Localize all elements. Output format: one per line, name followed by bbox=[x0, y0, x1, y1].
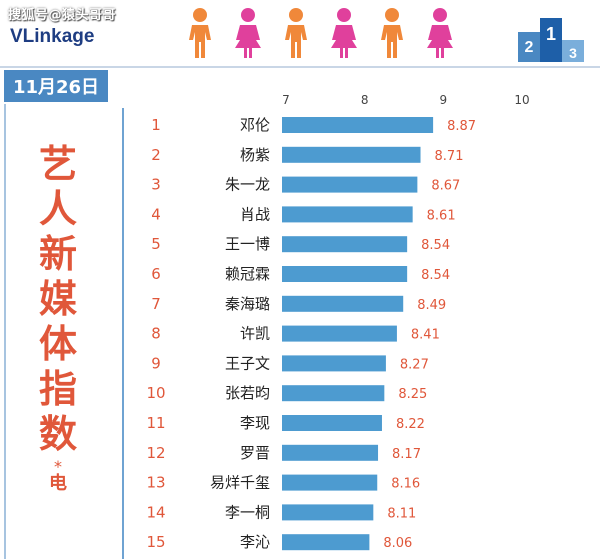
rank-number: 9 bbox=[151, 354, 161, 372]
artist-name-label: 李沁 bbox=[240, 533, 270, 551]
x-tick-label: 9 bbox=[440, 93, 448, 107]
vertical-title: 艺 人 新 媒 体 指 数 * 电 bbox=[18, 142, 98, 495]
artist-name-label: 朱一龙 bbox=[225, 176, 270, 194]
value-label: 8.67 bbox=[431, 179, 460, 194]
left-panel-border bbox=[4, 104, 6, 559]
podium-number-3: 3 bbox=[569, 45, 577, 61]
ranking-bar-chart: 7 8 9 10 1 邓伦 8.87 2 杨紫 8.71 3 朱一龙 8.67 4 肖战 8.61 5 王一博 8… bbox=[146, 93, 529, 551]
value-label: 8.61 bbox=[427, 208, 456, 223]
artist-name-label: 易烊千玺 bbox=[210, 474, 270, 492]
rank-number: 12 bbox=[146, 444, 165, 462]
index-bar bbox=[282, 534, 370, 551]
index-bar bbox=[282, 206, 413, 223]
artist-name-label: 杨紫 bbox=[240, 146, 270, 164]
person-female-icon bbox=[427, 8, 453, 58]
title-char: 体 bbox=[38, 322, 77, 366]
value-label: 8.87 bbox=[447, 119, 476, 134]
index-bar bbox=[282, 236, 408, 253]
index-bar bbox=[282, 117, 434, 133]
index-bar bbox=[282, 504, 374, 521]
brand-logo: VLinkage bbox=[10, 26, 94, 48]
rank-number: 2 bbox=[151, 146, 161, 164]
people-icons bbox=[189, 8, 453, 58]
artist-name-label: 赖冠霖 bbox=[225, 265, 270, 283]
rank-number: 8 bbox=[151, 325, 161, 343]
index-bar bbox=[282, 176, 418, 193]
rank-number: 3 bbox=[151, 176, 161, 194]
value-label: 8.41 bbox=[411, 328, 440, 343]
rank-number: 4 bbox=[151, 205, 161, 223]
value-label: 8.71 bbox=[435, 149, 464, 164]
index-bar bbox=[282, 295, 404, 312]
value-label: 8.25 bbox=[398, 387, 427, 402]
index-bar bbox=[282, 355, 386, 372]
value-label: 8.54 bbox=[421, 268, 450, 283]
artist-name-label: 罗晋 bbox=[240, 444, 270, 462]
artist-name-label: 王子文 bbox=[225, 354, 270, 372]
rank-number: 14 bbox=[146, 503, 165, 521]
title-char: 新 bbox=[38, 232, 77, 276]
logo-prefix: VL bbox=[10, 26, 35, 47]
x-tick-label: 10 bbox=[514, 93, 529, 107]
artist-name-label: 邓伦 bbox=[240, 116, 270, 134]
value-label: 8.54 bbox=[421, 238, 450, 253]
index-bar bbox=[282, 444, 379, 461]
rank-number: 11 bbox=[146, 414, 165, 432]
value-label: 8.27 bbox=[400, 357, 429, 372]
artist-name-label: 李现 bbox=[240, 414, 270, 432]
value-label: 8.17 bbox=[392, 447, 421, 462]
value-label: 8.11 bbox=[387, 506, 416, 521]
rank-number: 7 bbox=[151, 295, 161, 313]
index-bar bbox=[282, 325, 397, 342]
x-tick-label: 7 bbox=[282, 93, 290, 107]
podium-number-1: 1 bbox=[546, 24, 556, 44]
podium-icon: 2 1 3 bbox=[518, 18, 584, 62]
title-char: 指 bbox=[38, 367, 77, 411]
artist-name-label: 许凯 bbox=[240, 325, 270, 343]
artist-name-label: 王一博 bbox=[225, 235, 270, 253]
artist-name-label: 李一桐 bbox=[225, 503, 270, 521]
value-label: 8.06 bbox=[383, 536, 412, 551]
index-bar bbox=[282, 266, 408, 282]
rank-number: 6 bbox=[151, 265, 161, 283]
title-char: 人 bbox=[38, 187, 77, 231]
index-bar bbox=[282, 415, 382, 431]
watermark-text: 搜狐号@猿头哥哥 bbox=[8, 8, 117, 23]
value-label: 8.49 bbox=[417, 298, 446, 313]
podium-number-2: 2 bbox=[525, 39, 534, 56]
index-bar bbox=[282, 474, 378, 491]
person-male-icon bbox=[381, 8, 403, 58]
title-char: 数 bbox=[38, 412, 77, 456]
x-tick-label: 8 bbox=[361, 93, 369, 107]
person-male-icon bbox=[285, 8, 307, 58]
title-char: 媒 bbox=[38, 277, 77, 321]
title-tail: 电 bbox=[49, 473, 67, 494]
person-female-icon bbox=[331, 8, 357, 58]
rank-number: 13 bbox=[146, 474, 165, 492]
header-divider bbox=[0, 66, 600, 68]
artist-name-label: 张若昀 bbox=[225, 384, 270, 402]
artist-name-label: 秦海璐 bbox=[225, 295, 270, 313]
title-star: * bbox=[54, 457, 62, 476]
rank-number: 5 bbox=[151, 235, 161, 253]
panel-divider bbox=[122, 108, 124, 559]
index-bar bbox=[282, 385, 385, 402]
date-label: 11月26日 bbox=[4, 70, 108, 102]
value-label: 8.16 bbox=[391, 477, 420, 492]
title-char: 艺 bbox=[38, 142, 77, 186]
person-female-icon bbox=[235, 8, 261, 58]
logo-suffix: inkage bbox=[34, 26, 95, 47]
artist-name-label: 肖战 bbox=[240, 205, 270, 223]
rank-number: 10 bbox=[146, 384, 165, 402]
person-male-icon bbox=[189, 8, 211, 58]
value-label: 8.22 bbox=[396, 417, 425, 432]
index-bar bbox=[282, 146, 421, 163]
rank-number: 1 bbox=[151, 116, 161, 134]
rank-number: 15 bbox=[146, 533, 165, 551]
